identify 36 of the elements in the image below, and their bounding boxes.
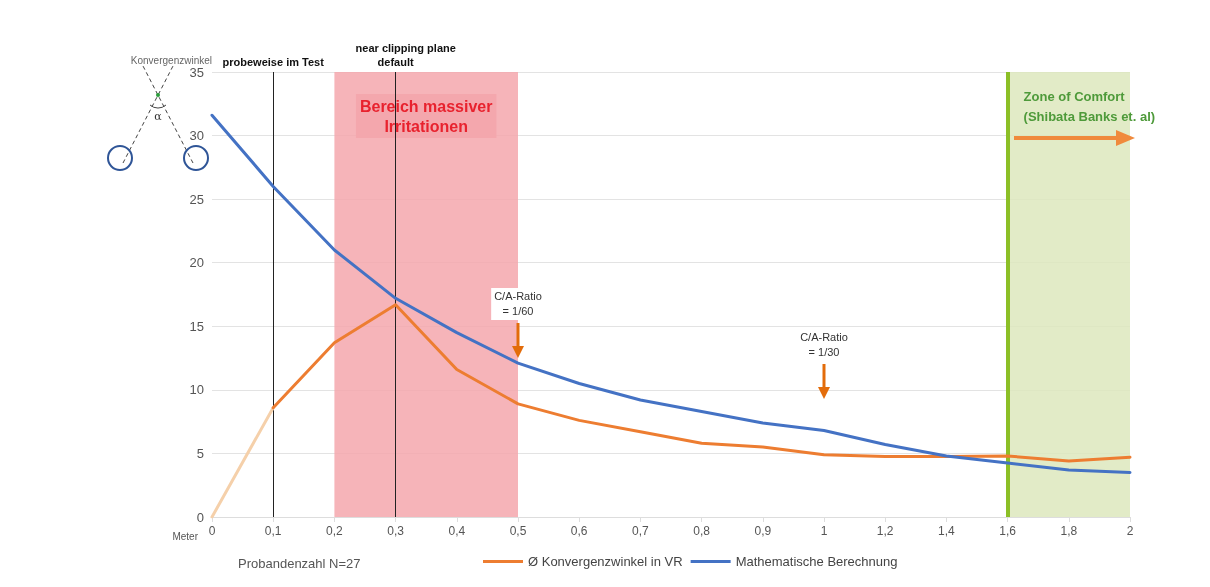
x-tick-label: 1,6 [999, 524, 1017, 538]
x-tick-label: 1 [820, 524, 828, 538]
y-tick-label: 35 [189, 64, 204, 80]
x-axis-title: Meter [172, 530, 199, 542]
line-series [271, 303, 1132, 463]
x-tick-label: 0 [208, 524, 216, 538]
ref-line-label: probeweise im Test [222, 55, 325, 68]
x-tick-label: 0,7 [632, 524, 650, 538]
legend-label: Mathematische Berechnung [735, 554, 898, 569]
y-tick-label: 10 [189, 382, 204, 398]
x-tick-label: 0,5 [509, 524, 527, 538]
x-tick-label: 0,1 [264, 524, 282, 538]
x-tick-label: 0,6 [570, 524, 588, 538]
x-tick-label: 0,3 [387, 524, 405, 538]
y-tick-label: 25 [189, 191, 204, 207]
x-tick-label: 2 [1126, 524, 1134, 538]
x-tick-label: 1,8 [1060, 524, 1078, 538]
y-tick-label: 20 [189, 255, 204, 271]
y-axis-title: Konvergenzwinkel [130, 55, 212, 67]
y-tick-label: 30 [189, 128, 204, 144]
x-tick-label: 1,4 [938, 524, 956, 538]
x-tick-label: 1,2 [876, 524, 894, 538]
y-tick-label: 0 [196, 509, 204, 525]
y-tick-label: 5 [196, 445, 204, 461]
ref-line-label: default [377, 55, 414, 68]
text: Probandenzahl N=27 [238, 555, 361, 571]
annotation: C/A-Ratio = 1/30 [800, 331, 848, 359]
x-tick-label: 0,2 [326, 524, 344, 538]
x-tick-label: 0,9 [754, 524, 772, 538]
y-tick-label: 15 [189, 318, 204, 334]
x-tick-label: 0,4 [448, 524, 466, 538]
text: near clipping plane [355, 42, 456, 54]
annotation: C/A-Ratio = 1/60 [494, 290, 542, 318]
x-tick-label: 0,8 [693, 524, 711, 538]
band-label: Zone of Comfort (Shibata Banks et. al) [1023, 88, 1156, 124]
legend-label: Ø Konvergenzwinkel in VR [528, 554, 683, 569]
